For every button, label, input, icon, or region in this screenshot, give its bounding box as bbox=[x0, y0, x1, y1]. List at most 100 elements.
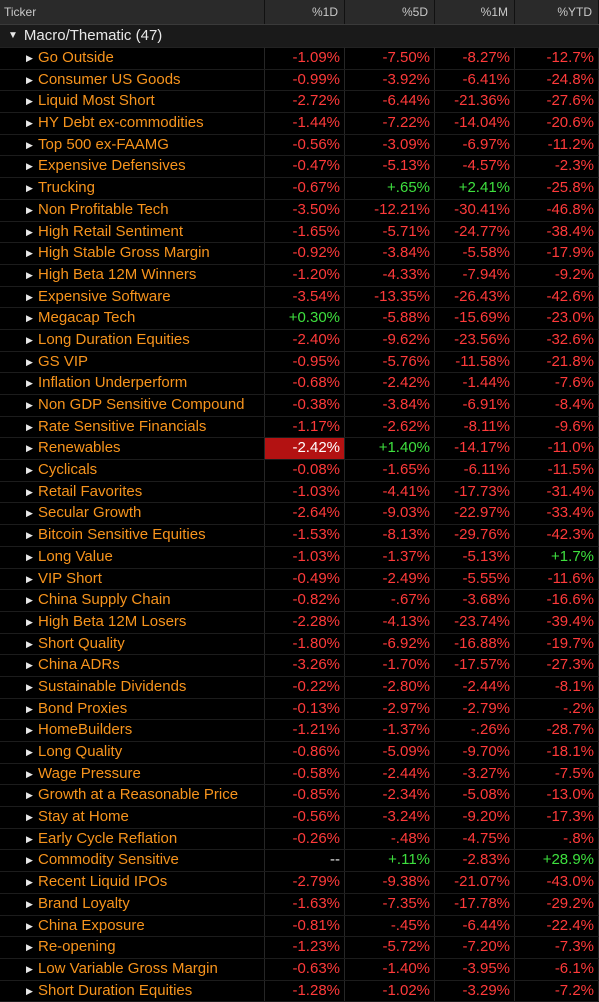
header-ticker[interactable]: Ticker bbox=[0, 0, 265, 24]
group-header-macro-thematic[interactable]: ▼ Macro/Thematic (47) bbox=[0, 25, 599, 48]
cell-m1[interactable]: -6.11% bbox=[435, 460, 515, 481]
cell-m1[interactable]: -6.91% bbox=[435, 395, 515, 416]
cell-ytd[interactable]: -7.3% bbox=[515, 937, 599, 958]
cell-m1[interactable]: -8.27% bbox=[435, 48, 515, 69]
table-row[interactable]: ▶ Long Duration Equities -2.40% -9.62% -23.5… bbox=[0, 329, 599, 352]
cell-d1[interactable]: -3.54% bbox=[265, 286, 345, 308]
table-row[interactable]: ▶ Go Outside -1.09% -7.50% -8.27% -12.7% bbox=[0, 48, 599, 70]
cell-d5[interactable]: -2.49% bbox=[345, 568, 435, 590]
cell-m1[interactable]: -3.29% bbox=[435, 980, 515, 1002]
cell-m1[interactable]: -14.04% bbox=[435, 113, 515, 134]
cell-d5[interactable]: -.67% bbox=[345, 590, 435, 611]
row-ticker-name[interactable]: ▶ Sustainable Dividends bbox=[0, 676, 265, 698]
cell-ytd[interactable]: -2.3% bbox=[515, 156, 599, 178]
row-ticker-name[interactable]: ▶ Liquid Most Short bbox=[0, 91, 265, 113]
cell-ytd[interactable]: -18.1% bbox=[515, 742, 599, 763]
row-ticker-name[interactable]: ▶ Top 500 ex-FAAMG bbox=[0, 134, 265, 156]
cell-d1[interactable]: -0.47% bbox=[265, 156, 345, 178]
row-ticker-name[interactable]: ▶ Non Profitable Tech bbox=[0, 199, 265, 221]
cell-ytd[interactable]: -24.8% bbox=[515, 69, 599, 91]
table-row[interactable]: ▶ Top 500 ex-FAAMG -0.56% -3.09% -6.97% -11.2… bbox=[0, 134, 599, 157]
row-ticker-name[interactable]: ▶ China ADRs bbox=[0, 655, 265, 676]
cell-d1[interactable]: -0.08% bbox=[265, 460, 345, 481]
table-row[interactable]: ▶ Trucking -0.67% +.65% +2.41% -25.8% bbox=[0, 178, 599, 200]
table-row[interactable]: ▶ High Beta 12M Losers -2.28% -4.13% -23.74%… bbox=[0, 611, 599, 634]
cell-ytd[interactable]: -.8% bbox=[515, 828, 599, 850]
cell-ytd[interactable]: -11.0% bbox=[515, 438, 599, 460]
cell-d1[interactable]: -2.72% bbox=[265, 91, 345, 113]
table-row[interactable]: ▶ Non GDP Sensitive Compound -0.38% -3.84% -… bbox=[0, 395, 599, 417]
cell-ytd[interactable]: -6.1% bbox=[515, 958, 599, 980]
cell-d5[interactable]: -.45% bbox=[345, 915, 435, 937]
table-row[interactable]: ▶ Long Quality -0.86% -5.09% -9.70% -18.1% bbox=[0, 742, 599, 764]
cell-d1[interactable]: -0.22% bbox=[265, 676, 345, 698]
cell-ytd[interactable]: -11.5% bbox=[515, 460, 599, 481]
cell-d1[interactable]: -1.23% bbox=[265, 937, 345, 958]
table-row[interactable]: ▶ Re-opening -1.23% -5.72% -7.20% -7.3% bbox=[0, 937, 599, 959]
cell-m1[interactable]: -4.57% bbox=[435, 156, 515, 178]
table-row[interactable]: ▶ High Retail Sentiment -1.65% -5.71% -24.77… bbox=[0, 221, 599, 244]
cell-m1[interactable]: -17.57% bbox=[435, 655, 515, 676]
row-ticker-name[interactable]: ▶ Stay at Home bbox=[0, 807, 265, 828]
table-row[interactable]: ▶ Growth at a Reasonable Price -0.85% -2.34… bbox=[0, 785, 599, 808]
cell-ytd[interactable]: -38.4% bbox=[515, 221, 599, 243]
cell-m1[interactable]: -5.58% bbox=[435, 243, 515, 264]
row-ticker-name[interactable]: ▶ Low Variable Gross Margin bbox=[0, 958, 265, 980]
cell-m1[interactable]: -11.58% bbox=[435, 351, 515, 373]
table-row[interactable]: ▶ HY Debt ex-commodities -1.44% -7.22% -14.0… bbox=[0, 113, 599, 135]
row-ticker-name[interactable]: ▶ Megacap Tech bbox=[0, 308, 265, 329]
cell-d1[interactable]: -2.28% bbox=[265, 611, 345, 633]
cell-ytd[interactable]: -17.9% bbox=[515, 243, 599, 264]
cell-d1[interactable]: -0.56% bbox=[265, 134, 345, 156]
row-ticker-name[interactable]: ▶ Long Duration Equities bbox=[0, 329, 265, 351]
cell-d1[interactable]: -- bbox=[265, 850, 345, 872]
table-row[interactable]: ▶ Sustainable Dividends -0.22% -2.80% -2.44%… bbox=[0, 676, 599, 699]
cell-ytd[interactable]: -12.7% bbox=[515, 48, 599, 69]
cell-ytd[interactable]: -11.6% bbox=[515, 568, 599, 590]
cell-d5[interactable]: -7.22% bbox=[345, 113, 435, 134]
row-ticker-name[interactable]: ▶ Secular Growth bbox=[0, 503, 265, 525]
table-row[interactable]: ▶ Megacap Tech +0.30% -5.88% -15.69% -23.0% bbox=[0, 308, 599, 330]
row-ticker-name[interactable]: ▶ Expensive Software bbox=[0, 286, 265, 308]
cell-d1[interactable]: -1.53% bbox=[265, 525, 345, 546]
row-ticker-name[interactable]: ▶ Inflation Underperform bbox=[0, 373, 265, 394]
cell-ytd[interactable]: -27.6% bbox=[515, 91, 599, 113]
cell-d1[interactable]: -0.38% bbox=[265, 395, 345, 416]
cell-d1[interactable]: -1.17% bbox=[265, 416, 345, 438]
cell-d5[interactable]: -7.50% bbox=[345, 48, 435, 69]
cell-ytd[interactable]: -7.6% bbox=[515, 373, 599, 394]
row-ticker-name[interactable]: ▶ High Beta 12M Winners bbox=[0, 264, 265, 286]
cell-d5[interactable]: -3.09% bbox=[345, 134, 435, 156]
cell-d1[interactable]: -0.85% bbox=[265, 785, 345, 807]
cell-d5[interactable]: -5.76% bbox=[345, 351, 435, 373]
row-ticker-name[interactable]: ▶ Long Quality bbox=[0, 742, 265, 763]
cell-ytd[interactable]: -7.2% bbox=[515, 980, 599, 1002]
cell-m1[interactable]: -22.97% bbox=[435, 503, 515, 525]
cell-d5[interactable]: -3.24% bbox=[345, 807, 435, 828]
table-row[interactable]: ▶ Consumer US Goods -0.99% -3.92% -6.41% -24.… bbox=[0, 69, 599, 92]
cell-d5[interactable]: -13.35% bbox=[345, 286, 435, 308]
row-ticker-name[interactable]: ▶ Go Outside bbox=[0, 48, 265, 69]
cell-ytd[interactable]: -9.2% bbox=[515, 264, 599, 286]
cell-d1[interactable]: -0.95% bbox=[265, 351, 345, 373]
cell-d5[interactable]: -1.37% bbox=[345, 720, 435, 741]
row-ticker-name[interactable]: ▶ Trucking bbox=[0, 178, 265, 199]
cell-d1[interactable]: -0.82% bbox=[265, 590, 345, 611]
cell-m1[interactable]: -2.83% bbox=[435, 850, 515, 872]
cell-ytd[interactable]: -9.6% bbox=[515, 416, 599, 438]
cell-m1[interactable]: -5.13% bbox=[435, 546, 515, 568]
cell-d5[interactable]: -1.65% bbox=[345, 460, 435, 481]
table-row[interactable]: ▶ VIP Short -0.49% -2.49% -5.55% -11.6% bbox=[0, 568, 599, 591]
cell-d1[interactable]: -1.21% bbox=[265, 720, 345, 741]
row-ticker-name[interactable]: ▶ HY Debt ex-commodities bbox=[0, 113, 265, 134]
cell-ytd[interactable]: -46.8% bbox=[515, 199, 599, 221]
table-row[interactable]: ▶ HomeBuilders -1.21% -1.37% -.26% -28.7% bbox=[0, 720, 599, 742]
cell-m1[interactable]: -6.97% bbox=[435, 134, 515, 156]
cell-d5[interactable]: -1.40% bbox=[345, 958, 435, 980]
cell-m1[interactable]: -3.95% bbox=[435, 958, 515, 980]
row-ticker-name[interactable]: ▶ Rate Sensitive Financials bbox=[0, 416, 265, 438]
cell-d5[interactable]: -1.37% bbox=[345, 546, 435, 568]
cell-d5[interactable]: +.65% bbox=[345, 178, 435, 199]
cell-d5[interactable]: -2.34% bbox=[345, 785, 435, 807]
cell-d5[interactable]: -5.13% bbox=[345, 156, 435, 178]
